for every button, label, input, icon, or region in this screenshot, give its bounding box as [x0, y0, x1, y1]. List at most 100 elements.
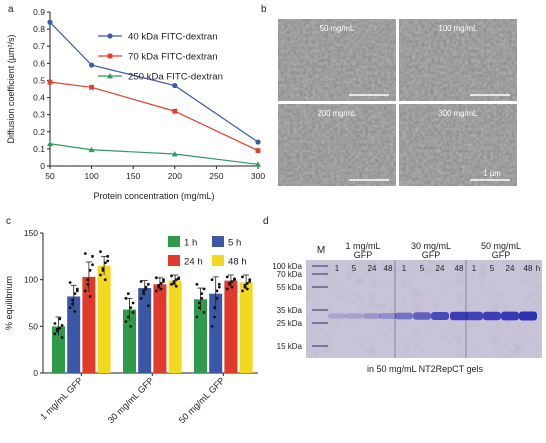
sem-image-grain — [399, 104, 517, 186]
c-data-point — [75, 289, 79, 293]
c-data-point — [71, 298, 74, 302]
c-data-point — [124, 296, 128, 300]
gel-band — [363, 313, 381, 319]
gel-lane-label: 5 — [420, 264, 425, 273]
c-bar — [67, 296, 81, 373]
c-data-point — [154, 276, 158, 280]
c-data-point — [202, 287, 206, 291]
c-data-point — [217, 282, 221, 286]
sem-image-grain — [278, 104, 396, 186]
c-data-point — [215, 289, 219, 293]
c-data-point — [86, 278, 90, 282]
gel-lane-label: 5 — [490, 264, 495, 273]
gel-band — [413, 312, 431, 320]
a-data-point — [255, 139, 261, 145]
c-data-point — [88, 268, 92, 272]
gel-band — [519, 311, 537, 321]
c-data-point — [241, 275, 244, 279]
gel-lane-label: 24 — [436, 264, 445, 273]
c-data-point — [139, 296, 143, 300]
gel-lane-label: 24 — [368, 264, 377, 273]
c-y-tick-label: 0 — [33, 368, 38, 378]
c-data-point — [200, 292, 204, 296]
gel-band — [483, 311, 501, 321]
a-x-tick-label: 300 — [251, 171, 265, 181]
a-data-point — [47, 79, 53, 85]
gel-group-label: 30 mg/mL — [411, 241, 451, 251]
c-data-point — [210, 278, 214, 282]
a-y-tick-label: 0.3 — [33, 110, 45, 120]
c-x-tick-label: 1 mg/mL GFP — [38, 375, 84, 421]
a-legend-label: 40 kDa FITC-dextran — [128, 32, 218, 43]
c-data-point — [60, 324, 64, 327]
gel-lane-label: 48 — [524, 264, 533, 273]
c-y-tick-label: 150 — [24, 228, 38, 238]
panel-b: b 50 mg/mL 100 mg/mL 200 mg/mL 300 mg/mL 1 µ… — [261, 4, 517, 186]
c-data-point — [99, 250, 102, 254]
gel-ladder-label: 55 kDa — [277, 283, 303, 292]
a-series-line — [49, 21, 259, 143]
gel-group-label: 50 mg/mL — [481, 241, 521, 251]
c-data-point — [53, 322, 57, 325]
c-legend-label: 5 h — [228, 238, 241, 249]
a-y-tick-label: 0.1 — [33, 144, 45, 154]
c-y-tick-label: 100 — [24, 275, 38, 285]
a-x-tick-label: 200 — [168, 171, 182, 181]
c-data-point — [91, 254, 94, 258]
gel-caption: in 50 mg/mL NT2RepCT gels — [367, 364, 484, 374]
c-data-point — [58, 317, 62, 321]
c-data-point — [228, 282, 232, 285]
c-data-point — [58, 326, 62, 330]
c-data-point — [126, 315, 130, 319]
a-data-point — [255, 148, 261, 153]
c-data-point — [103, 278, 107, 282]
c-data-point — [83, 289, 87, 293]
c-bar — [138, 288, 152, 373]
a-y-tick-label: 0 — [40, 161, 45, 171]
gel-lane-label: 1 — [402, 264, 407, 273]
a-y-tick-label: 0.9 — [33, 7, 45, 17]
panel-c-label: c — [6, 216, 11, 227]
sem-image-grain — [278, 19, 396, 101]
c-data-point — [217, 285, 221, 289]
sem-image-label: 200 mg/mL — [317, 109, 357, 118]
gel-band — [450, 311, 468, 321]
gel-lane-label: 48 — [455, 264, 464, 273]
c-data-point — [126, 292, 130, 296]
c-data-point — [129, 306, 133, 310]
sem-image-label: 50 mg/mL — [320, 24, 355, 33]
a-y-tick-label: 0.7 — [33, 41, 45, 51]
c-data-point — [131, 310, 135, 314]
a-x-tick-label: 150 — [126, 171, 140, 181]
gel-unit-label: h — [536, 264, 540, 273]
c-data-point — [99, 273, 102, 277]
a-data-point — [255, 161, 261, 167]
a-y-label: Diffusion coefficient (µm²/s) — [6, 35, 16, 144]
c-data-point — [230, 285, 234, 289]
gel-texture — [306, 260, 542, 358]
c-data-point — [68, 306, 72, 310]
c-data-point — [213, 306, 216, 310]
c-bar — [168, 280, 182, 373]
gel-group-label: GFP — [422, 250, 441, 260]
c-legend-label: 1 h — [184, 238, 197, 249]
c-data-point — [162, 280, 165, 283]
c-data-point — [146, 282, 150, 286]
a-y-tick-label: 0.4 — [33, 93, 45, 103]
c-data-point — [215, 296, 219, 300]
c-data-point — [53, 332, 57, 336]
gel-content — [312, 260, 537, 358]
a-legend-marker — [107, 33, 113, 39]
c-data-point — [73, 310, 77, 313]
sem-image-label: 300 mg/mL — [438, 109, 478, 118]
c-x-ticks: 1 mg/mL GFP 30 mg/mL GFP 50 mg/mL GFP — [38, 373, 227, 425]
c-data-point — [170, 282, 173, 286]
a-y-ticks: 0 0.1 0.2 0.3 0.4 0.5 0.6 0.7 0.8 0.9 — [33, 7, 50, 171]
gel-band — [328, 313, 346, 319]
a-series — [47, 19, 261, 167]
a-y-tick-label: 0.6 — [33, 58, 45, 68]
c-data-point — [245, 282, 249, 285]
c-data-point — [195, 282, 199, 286]
